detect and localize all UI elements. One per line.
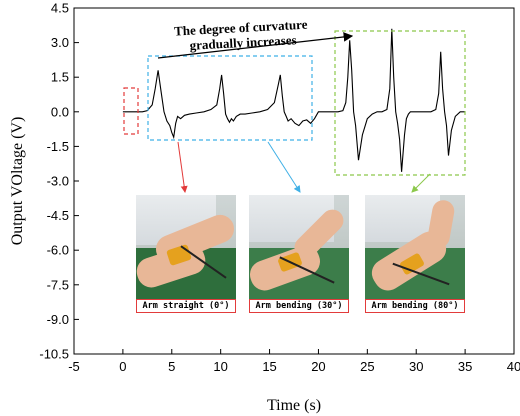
photo-caption: Arm bending (80°)	[365, 299, 465, 313]
y-axis-label: Output VOltage (V)	[9, 117, 26, 246]
box-blue	[147, 55, 313, 141]
x-tick-label: 20	[311, 359, 325, 374]
pointer-green	[411, 173, 431, 193]
annotation-line-2: gradually increases	[189, 32, 297, 53]
y-tick-label: -3.0	[47, 174, 69, 189]
x-tick-label: 40	[507, 359, 520, 374]
photo-scene	[136, 195, 236, 313]
y-tick-label: 4.5	[51, 1, 69, 16]
photo-caption: Arm bending (30°)	[249, 299, 349, 313]
photo-scene	[365, 195, 465, 313]
y-tick-label: 1.5	[51, 70, 69, 85]
y-tick-label: -4.5	[47, 208, 69, 223]
voltage-series-line	[122, 28, 466, 172]
photo-arm-straight: Arm straight (0°)	[136, 195, 236, 313]
y-tick-label: -6.0	[47, 243, 69, 258]
y-tick-label: -9.0	[47, 312, 69, 327]
box-red	[123, 87, 139, 135]
photo-scene	[249, 195, 349, 313]
y-tick-label: 3.0	[51, 35, 69, 50]
annotation-line-1: The degree of curvature	[174, 17, 308, 39]
x-tick-label: 35	[458, 359, 472, 374]
y-axis: 4.5 3.0 1.5 0.0 -1.5 -3.0 -4.5 -6.0 -7.5 -9.0 -10.…	[39, 1, 79, 362]
pointer-red	[177, 141, 188, 193]
box-green	[334, 30, 466, 176]
x-tick-label: 15	[262, 359, 276, 374]
x-axis: -5 0 5 10 15 20 25 30 35 40	[68, 349, 520, 374]
curvature-arrow	[157, 32, 354, 59]
y-tick-label: -7.5	[47, 277, 69, 292]
x-tick-label: 5	[168, 359, 175, 374]
x-tick-label: 25	[360, 359, 374, 374]
y-tick-label: -1.5	[47, 139, 69, 154]
y-tick-label: -10.5	[39, 347, 69, 362]
annotation-text: The degree of curvature gradually increa…	[174, 16, 312, 53]
x-tick-label: 30	[409, 359, 423, 374]
photo-arm-bending-80: Arm bending (80°)	[365, 195, 465, 313]
x-axis-label: Time (s)	[267, 397, 321, 414]
photo-caption: Arm straight (0°)	[136, 299, 236, 313]
x-tick-label: -5	[68, 359, 80, 374]
x-tick-label: 0	[119, 359, 126, 374]
pointer-blue	[267, 141, 301, 193]
x-tick-label: 10	[213, 359, 227, 374]
photo-arm-bending-30: Arm bending (30°)	[249, 195, 349, 313]
y-tick-label: 0.0	[51, 104, 69, 119]
